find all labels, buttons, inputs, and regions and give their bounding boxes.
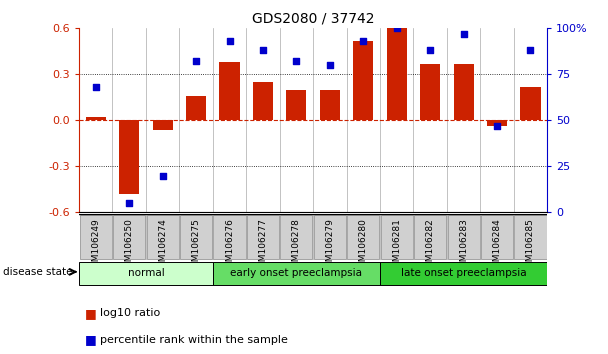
Text: GSM106280: GSM106280 (359, 218, 368, 273)
Bar (186, 96, 206, 120)
Point (325, 62, 334, 68)
Text: GSM106281: GSM106281 (392, 218, 401, 273)
Text: early onset preeclampsia: early onset preeclampsia (230, 268, 362, 278)
FancyBboxPatch shape (381, 215, 413, 259)
Text: normal: normal (128, 268, 164, 278)
FancyBboxPatch shape (113, 215, 145, 259)
Bar (387, 28, 407, 120)
Point (425, 47, 435, 53)
Point (258, 47, 268, 53)
FancyBboxPatch shape (447, 215, 480, 259)
Point (492, 123, 502, 129)
Point (124, 200, 134, 206)
FancyBboxPatch shape (280, 215, 313, 259)
Bar (153, 120, 173, 130)
FancyBboxPatch shape (247, 215, 279, 259)
Text: GSM106274: GSM106274 (158, 218, 167, 273)
Text: ■: ■ (85, 307, 97, 320)
Text: GSM106277: GSM106277 (258, 218, 268, 273)
Point (157, 173, 167, 178)
Text: GSM106282: GSM106282 (426, 218, 435, 273)
Point (191, 59, 201, 64)
Bar (353, 41, 373, 120)
FancyBboxPatch shape (147, 215, 179, 259)
FancyBboxPatch shape (380, 262, 547, 285)
FancyBboxPatch shape (180, 215, 212, 259)
Text: GSM106249: GSM106249 (91, 218, 100, 273)
FancyBboxPatch shape (481, 215, 513, 259)
Bar (420, 64, 440, 120)
FancyBboxPatch shape (314, 215, 346, 259)
Point (91, 84, 101, 90)
Text: late onset preeclampsia: late onset preeclampsia (401, 268, 527, 278)
Point (358, 38, 368, 44)
Text: GSM106284: GSM106284 (492, 218, 502, 273)
Bar (320, 90, 340, 120)
FancyBboxPatch shape (79, 262, 213, 285)
FancyBboxPatch shape (414, 215, 446, 259)
Point (525, 47, 535, 53)
Point (224, 38, 234, 44)
Point (392, 25, 401, 31)
Title: GDS2080 / 37742: GDS2080 / 37742 (252, 12, 375, 26)
Bar (253, 82, 273, 120)
Text: GSM106278: GSM106278 (292, 218, 301, 273)
Bar (86, 117, 106, 120)
Text: GSM106276: GSM106276 (225, 218, 234, 273)
Point (458, 31, 468, 37)
Bar (119, 120, 139, 194)
Text: disease state: disease state (3, 267, 72, 277)
Text: GSM106250: GSM106250 (125, 218, 134, 273)
FancyBboxPatch shape (80, 215, 112, 259)
Text: GSM106285: GSM106285 (526, 218, 535, 273)
Bar (219, 62, 240, 120)
FancyBboxPatch shape (213, 262, 380, 285)
Text: ■: ■ (85, 333, 97, 346)
FancyBboxPatch shape (347, 215, 379, 259)
Text: GSM106283: GSM106283 (459, 218, 468, 273)
Bar (454, 64, 474, 120)
Text: log10 ratio: log10 ratio (100, 308, 161, 318)
Bar (520, 87, 541, 120)
Point (291, 59, 301, 64)
Bar (487, 120, 507, 126)
Text: percentile rank within the sample: percentile rank within the sample (100, 335, 288, 345)
Text: GSM106279: GSM106279 (325, 218, 334, 273)
FancyBboxPatch shape (514, 215, 547, 259)
FancyBboxPatch shape (213, 215, 246, 259)
Text: GSM106275: GSM106275 (192, 218, 201, 273)
Bar (286, 90, 306, 120)
